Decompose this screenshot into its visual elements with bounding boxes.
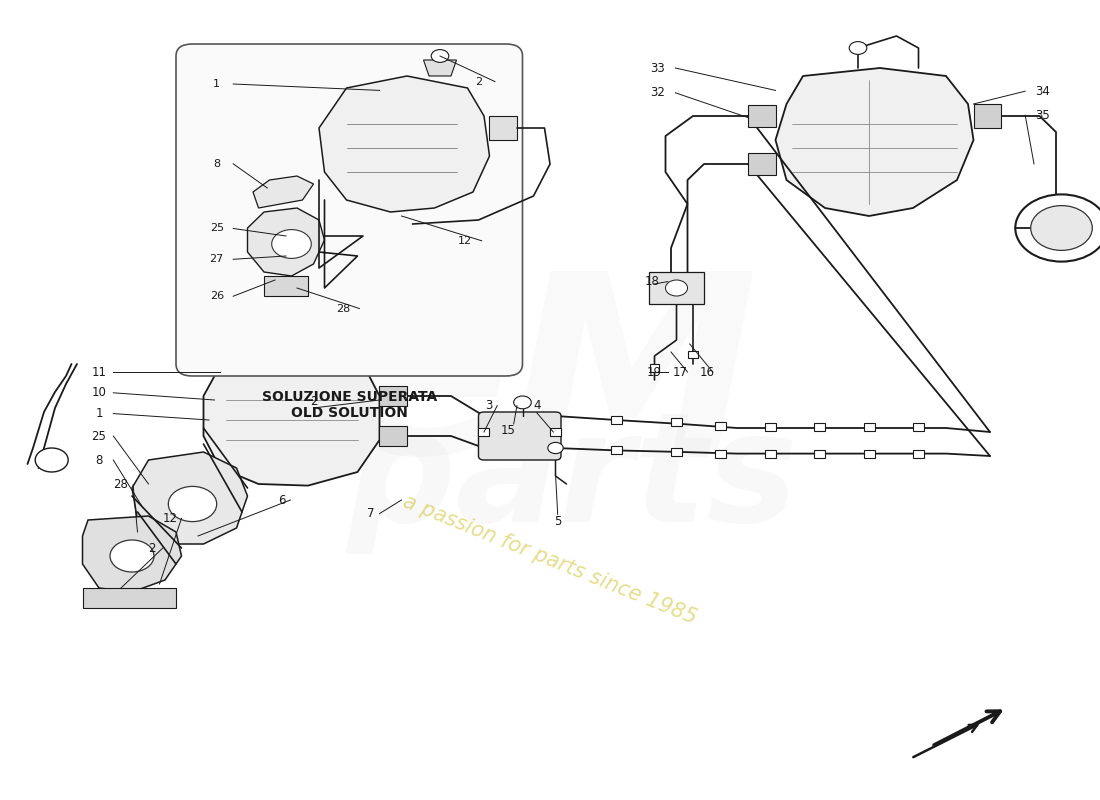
Text: 28: 28 bbox=[336, 303, 350, 314]
Polygon shape bbox=[253, 176, 313, 208]
Polygon shape bbox=[379, 426, 407, 446]
Polygon shape bbox=[319, 76, 490, 212]
Bar bbox=[478, 428, 490, 436]
FancyBboxPatch shape bbox=[478, 412, 561, 460]
Bar bbox=[671, 418, 682, 426]
Polygon shape bbox=[974, 104, 1001, 128]
Text: 12: 12 bbox=[459, 236, 472, 246]
Polygon shape bbox=[424, 60, 456, 76]
Circle shape bbox=[272, 230, 311, 258]
Text: 8: 8 bbox=[213, 158, 220, 169]
Text: 34: 34 bbox=[1035, 85, 1050, 98]
Text: 11: 11 bbox=[91, 366, 107, 378]
Polygon shape bbox=[82, 588, 176, 608]
Polygon shape bbox=[776, 68, 974, 216]
Circle shape bbox=[666, 280, 688, 296]
Polygon shape bbox=[82, 516, 182, 592]
Text: 19: 19 bbox=[647, 366, 662, 378]
Circle shape bbox=[168, 486, 217, 522]
Text: 1: 1 bbox=[213, 79, 220, 89]
Bar bbox=[689, 350, 698, 358]
Polygon shape bbox=[132, 452, 248, 544]
Polygon shape bbox=[204, 352, 380, 486]
Bar bbox=[864, 423, 874, 431]
Bar bbox=[649, 364, 660, 371]
Polygon shape bbox=[748, 153, 775, 175]
Circle shape bbox=[431, 50, 449, 62]
Bar bbox=[550, 428, 561, 436]
Text: 7: 7 bbox=[367, 507, 374, 520]
Text: 4: 4 bbox=[534, 399, 540, 412]
Bar bbox=[715, 422, 726, 430]
Circle shape bbox=[1015, 194, 1100, 262]
Text: 26: 26 bbox=[210, 291, 223, 302]
Text: a passion for parts since 1985: a passion for parts since 1985 bbox=[400, 492, 700, 628]
Bar bbox=[671, 448, 682, 456]
Polygon shape bbox=[379, 386, 407, 406]
Polygon shape bbox=[264, 276, 308, 296]
Polygon shape bbox=[490, 116, 517, 140]
Text: 10: 10 bbox=[91, 386, 107, 399]
Text: 12: 12 bbox=[163, 512, 178, 525]
Text: parts: parts bbox=[346, 406, 798, 554]
Polygon shape bbox=[748, 105, 775, 127]
Circle shape bbox=[1031, 206, 1092, 250]
Text: 33: 33 bbox=[650, 62, 666, 74]
Text: 16: 16 bbox=[700, 366, 715, 378]
Bar bbox=[764, 450, 776, 458]
Text: 35: 35 bbox=[1035, 109, 1050, 122]
Text: 25: 25 bbox=[91, 430, 107, 442]
Text: 1: 1 bbox=[96, 407, 102, 420]
Bar bbox=[864, 450, 874, 458]
Bar bbox=[814, 450, 825, 458]
Bar bbox=[610, 416, 621, 424]
Circle shape bbox=[35, 448, 68, 472]
Text: 15: 15 bbox=[500, 424, 516, 437]
Bar bbox=[913, 450, 924, 458]
FancyBboxPatch shape bbox=[176, 44, 522, 376]
Bar bbox=[715, 450, 726, 458]
Bar bbox=[814, 423, 825, 431]
Text: 8: 8 bbox=[96, 454, 102, 466]
Text: 2: 2 bbox=[310, 395, 317, 408]
Text: 32: 32 bbox=[650, 86, 666, 99]
Circle shape bbox=[514, 396, 531, 409]
Bar bbox=[764, 423, 776, 431]
Bar bbox=[913, 423, 924, 431]
Text: 28: 28 bbox=[113, 478, 129, 491]
Polygon shape bbox=[649, 272, 704, 304]
Bar bbox=[610, 446, 621, 454]
Polygon shape bbox=[248, 208, 324, 276]
Text: 6: 6 bbox=[278, 494, 285, 506]
Text: 18: 18 bbox=[645, 275, 660, 288]
Text: 2: 2 bbox=[148, 542, 155, 554]
Text: 2: 2 bbox=[475, 77, 482, 86]
Text: eM: eM bbox=[341, 263, 759, 505]
Text: 3: 3 bbox=[485, 399, 492, 412]
Text: SOLUZIONE SUPERATA
OLD SOLUTION: SOLUZIONE SUPERATA OLD SOLUTION bbox=[262, 390, 437, 420]
Text: 5: 5 bbox=[554, 515, 561, 528]
Text: 27: 27 bbox=[210, 254, 223, 264]
Circle shape bbox=[849, 42, 867, 54]
Text: 17: 17 bbox=[672, 366, 688, 378]
Circle shape bbox=[548, 442, 563, 454]
Circle shape bbox=[110, 540, 154, 572]
Text: 25: 25 bbox=[210, 223, 223, 234]
